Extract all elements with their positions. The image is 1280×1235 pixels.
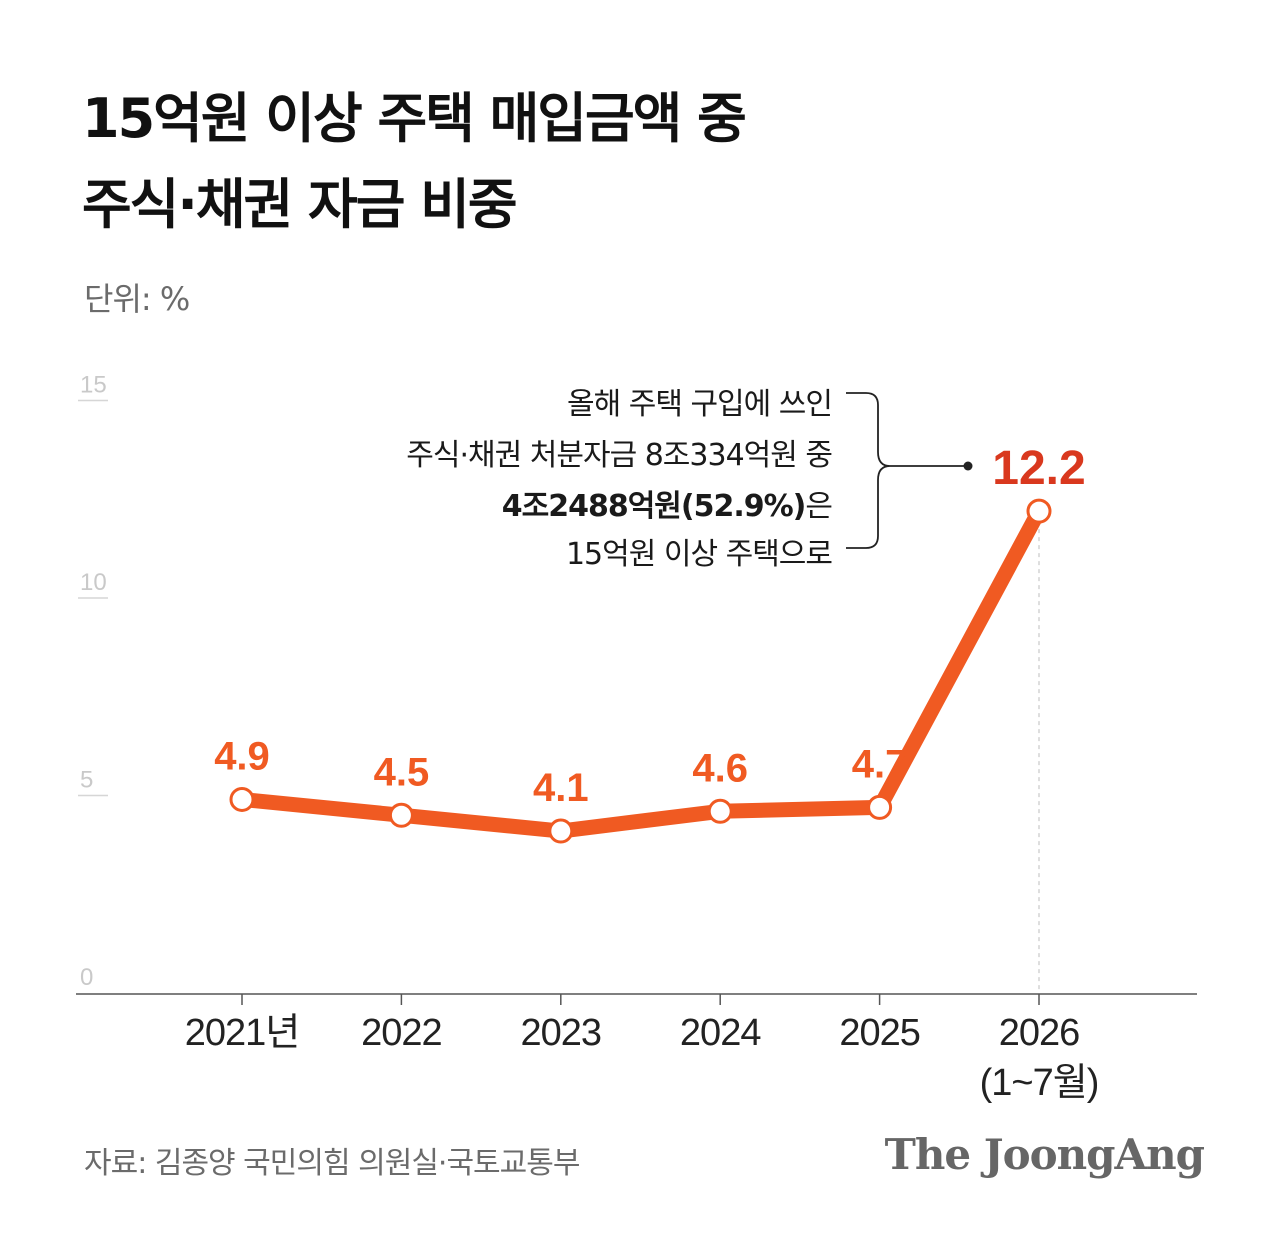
x-tick-sublabel: (1~7월) [980, 1062, 1099, 1104]
x-tick-label: 2024 [680, 1012, 761, 1054]
data-point [867, 794, 893, 820]
annotation-line: 15억원 이상 주택으로 [566, 537, 832, 572]
data-label: 4.5 [374, 750, 430, 794]
y-axis: 0 5 10 15 [78, 372, 108, 991]
title-line-1: 15억원 이상 주택 매입금액 중 [82, 87, 747, 150]
annotation-suffix: 은 [805, 489, 832, 524]
x-tick-label: 2021년 [185, 1012, 300, 1054]
brand-logo: The JoongAng [884, 1130, 1205, 1179]
x-tick-label: 2026 [999, 1012, 1080, 1054]
annotation-line: 올해 주택 구입에 쓰인 [567, 387, 832, 422]
data-point [548, 818, 574, 844]
data-label: 4.6 [692, 746, 748, 790]
title-line-2: 주식·채권 자금 비중 [82, 173, 518, 236]
data-point [388, 802, 414, 828]
data-point [1026, 498, 1052, 524]
data-point [707, 798, 733, 824]
annotation-bracket [846, 392, 891, 549]
annotation-line: 주식·채권 처분자금 8조334억원 중 [406, 438, 832, 473]
series-path [234, 503, 1047, 839]
y-tick-label: 0 [80, 964, 93, 991]
data-label: 4.9 [214, 734, 270, 778]
x-tick-label: 2023 [521, 1012, 602, 1054]
annotation-leader-dot [963, 461, 973, 471]
x-tick-label: 2022 [361, 1012, 442, 1054]
x-tick-label: 2025 [839, 1012, 920, 1054]
y-tick-label: 10 [80, 569, 107, 596]
data-label: 4.7 [852, 742, 908, 786]
y-tick-label: 15 [80, 372, 107, 399]
unit-label: 단위: % [84, 280, 190, 318]
annotation-highlight: 4조2488억원(52.9%) [502, 489, 806, 524]
y-tick-label: 5 [80, 767, 93, 794]
data-label-highlight: 12.2 [992, 442, 1085, 495]
data-label: 4.1 [533, 766, 589, 810]
source-text: 자료: 김종양 국민의힘 의원실·국토교통부 [84, 1146, 580, 1181]
x-axis: 2021년 2022 2023 2024 2025 2026 (1~7월) [76, 529, 1197, 1104]
series-line [229, 498, 1052, 844]
data-labels: 4.9 4.5 4.1 4.6 4.7 12.2 [214, 442, 1086, 810]
annotation-line: 4조2488억원(52.9%)은 [502, 489, 832, 524]
data-point [229, 786, 255, 812]
chart-title: 15억원 이상 주택 매입금액 중 주식·채권 자금 비중 [82, 76, 1182, 248]
